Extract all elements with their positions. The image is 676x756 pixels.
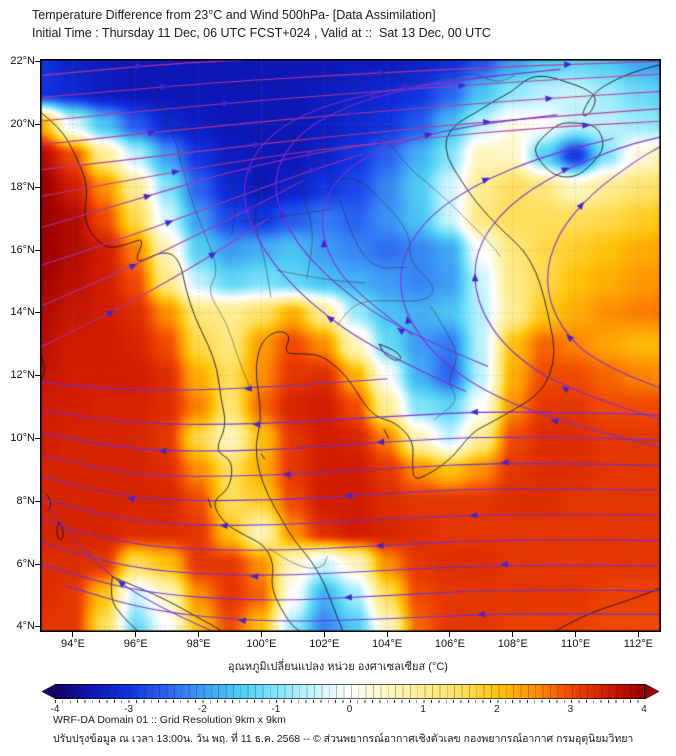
colorbar-tick-label: 0 xyxy=(346,704,353,715)
colorbar-tick-label: 2 xyxy=(493,704,500,715)
lat-tick-mark xyxy=(35,123,40,125)
lon-tick-label: 94°E xyxy=(60,638,85,650)
lon-tick-label: 106°E xyxy=(434,638,465,650)
lon-tick-label: 96°E xyxy=(123,638,148,650)
lon-tick-mark xyxy=(323,632,325,637)
lat-tick-mark xyxy=(35,437,40,439)
lat-tick-label: 14°N xyxy=(10,306,35,319)
lon-tick-label: 110°E xyxy=(560,638,591,650)
lon-tick-mark xyxy=(575,632,577,637)
lat-tick-label: 4°N xyxy=(16,620,35,633)
lon-tick-mark xyxy=(135,632,137,637)
colorbar-right-arrow-icon xyxy=(644,684,659,699)
lat-tick-mark xyxy=(35,563,40,565)
colorbar-minor-ticks xyxy=(55,700,645,703)
lon-tick-label: 100°E xyxy=(246,638,277,650)
colorbar-tick-label: 3 xyxy=(567,704,574,715)
colorbar-tick-label: -3 xyxy=(124,704,134,715)
lat-tick-mark xyxy=(35,186,40,188)
lat-tick-mark xyxy=(35,249,40,251)
lat-tick-mark xyxy=(35,500,40,502)
lon-tick-mark xyxy=(386,632,388,637)
lat-tick-label: 22°N xyxy=(10,55,35,67)
footer-domain-info: WRF-DA Domain 01 :: Grid Resolution 9km … xyxy=(53,714,286,726)
colorbar-label: อุณหภูมิเปลี่ยนแปลง หน่วย องศาเซลเซียส (… xyxy=(228,661,448,673)
footer-thai-credit: ปรับปรุงข้อมูล ณ เวลา 13:00น. วัน พฤ. ที… xyxy=(53,733,634,745)
lon-tick-label: 112°E xyxy=(623,638,654,650)
page-subtitle: Initial Time : Thursday 11 Dec, 06 UTC F… xyxy=(32,26,491,40)
lon-tick-mark xyxy=(449,632,451,637)
lon-tick-mark xyxy=(72,632,74,637)
lon-tick-mark xyxy=(637,632,639,637)
lat-tick-label: 18°N xyxy=(10,180,35,193)
map-canvas xyxy=(40,59,661,632)
lon-tick-mark xyxy=(260,632,262,637)
lat-tick-mark xyxy=(35,312,40,314)
colorbar-left-arrow-icon xyxy=(41,684,56,699)
colorbar-tick-label: 4 xyxy=(641,704,647,715)
lon-tick-mark xyxy=(198,632,200,637)
lon-tick-label: 98°E xyxy=(186,638,211,650)
page-title: Temperature Difference from 23°C and Win… xyxy=(32,8,436,22)
colorbar-tick-label: -2 xyxy=(197,704,207,715)
lat-tick-label: 10°N xyxy=(10,431,35,444)
colorbar-tick-label: 1 xyxy=(420,704,426,715)
colorbar-tick-label: -1 xyxy=(271,704,281,715)
lat-tick-label: 12°N xyxy=(10,369,35,382)
lon-tick-label: 108°E xyxy=(497,638,528,650)
lon-tick-label: 102°E xyxy=(309,638,340,650)
colorbar-segments xyxy=(56,685,644,698)
lat-tick-mark xyxy=(35,375,40,377)
lat-tick-mark xyxy=(35,61,40,62)
lat-tick-mark xyxy=(35,626,40,628)
colorbar-tick-label: -4 xyxy=(50,704,60,715)
colorbar xyxy=(55,684,645,699)
lat-tick-label: 16°N xyxy=(10,243,35,256)
lon-tick-label: 104°E xyxy=(372,638,403,650)
lat-tick-label: 6°N xyxy=(16,557,35,570)
lat-tick-label: 20°N xyxy=(10,117,35,130)
lat-tick-label: 8°N xyxy=(16,494,35,507)
lon-tick-mark xyxy=(512,632,514,637)
